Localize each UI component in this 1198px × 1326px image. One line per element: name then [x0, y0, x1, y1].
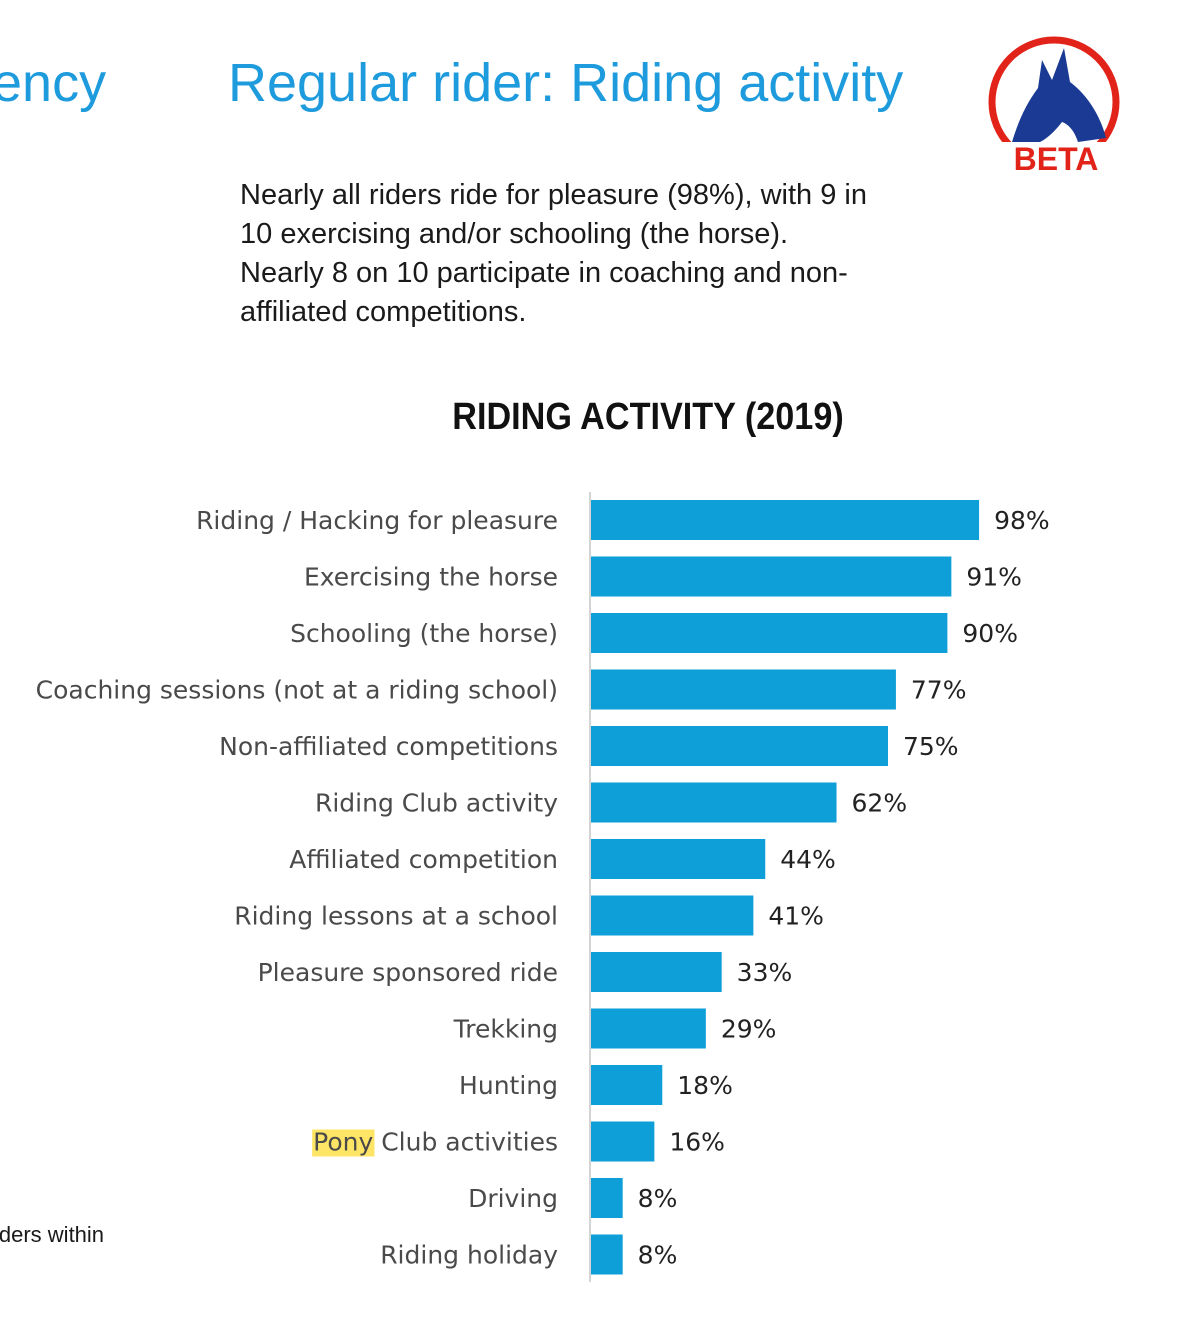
text-highlight: [312, 1129, 375, 1157]
category-label: Pleasure sponsored ride: [258, 958, 558, 987]
bar: [591, 613, 948, 653]
bar: [591, 782, 837, 823]
value-label: 29%: [721, 1015, 777, 1044]
bar: [591, 669, 896, 710]
beta-logo: BETA: [988, 36, 1120, 177]
bar: [591, 726, 888, 766]
cut-off-title: ency: [0, 53, 107, 113]
value-label: 8%: [638, 1241, 678, 1270]
summary-text: Nearly all riders ride for pleasure (98%…: [240, 176, 960, 332]
category-label: Affiliated competition: [289, 845, 558, 874]
horse-head-icon: [1012, 48, 1106, 142]
bar: [591, 839, 766, 879]
category-label: Pony Club activities: [313, 1128, 558, 1157]
chart-title: RIDING ACTIVITY (2019): [452, 396, 844, 438]
bar: [591, 1065, 663, 1105]
value-label: 90%: [962, 619, 1018, 648]
value-label: 16%: [669, 1128, 725, 1157]
category-label: Driving: [468, 1184, 558, 1213]
riding-activity-bar-chart: Riding / Hacking for pleasure 98% Exercisi…: [36, 492, 1050, 1282]
value-label: 18%: [677, 1071, 733, 1100]
bar: [591, 556, 952, 597]
summary-line: Nearly all riders ride for pleasure (98%…: [240, 179, 867, 211]
category-label: Riding holiday: [380, 1241, 558, 1270]
category-label: Riding lessons at a school: [234, 902, 558, 931]
category-label: Schooling (the horse): [290, 619, 558, 648]
value-label: 98%: [994, 506, 1050, 535]
value-label: 77%: [911, 676, 967, 705]
category-label: Non-affiliated competitions: [219, 732, 558, 761]
summary-line: Nearly 8 on 10 participate in coaching a…: [240, 257, 848, 289]
category-label: Riding / Hacking for pleasure: [196, 506, 558, 535]
value-label: 41%: [768, 902, 824, 931]
page-title: Regular rider: Riding activity: [228, 53, 904, 113]
bar: [591, 500, 980, 540]
summary-line: 10 exercising and/or schooling (the hors…: [240, 218, 789, 250]
category-label: Exercising the horse: [304, 563, 558, 592]
highlighted-word: Pony: [313, 1128, 373, 1157]
bar: [591, 952, 722, 992]
category-label: Riding Club activity: [315, 789, 558, 818]
value-label: 33%: [737, 958, 793, 987]
category-label: Trekking: [453, 1015, 558, 1044]
value-label: 62%: [852, 789, 908, 818]
cut-off-footnote: iders within: [0, 1222, 105, 1247]
value-label: 75%: [903, 732, 959, 761]
bar: [591, 1234, 623, 1275]
summary-line: affiliated competitions.: [240, 296, 527, 328]
logo-text: BETA: [1014, 141, 1099, 177]
bar: [591, 1008, 706, 1049]
category-label: Coaching sessions (not at a riding schoo…: [36, 676, 558, 705]
value-label: 44%: [780, 845, 836, 874]
category-label: Hunting: [459, 1071, 558, 1100]
value-label: 8%: [638, 1184, 678, 1213]
bar: [591, 895, 754, 936]
value-label: 91%: [966, 563, 1022, 592]
bar: [591, 1178, 623, 1218]
bar: [591, 1121, 655, 1162]
